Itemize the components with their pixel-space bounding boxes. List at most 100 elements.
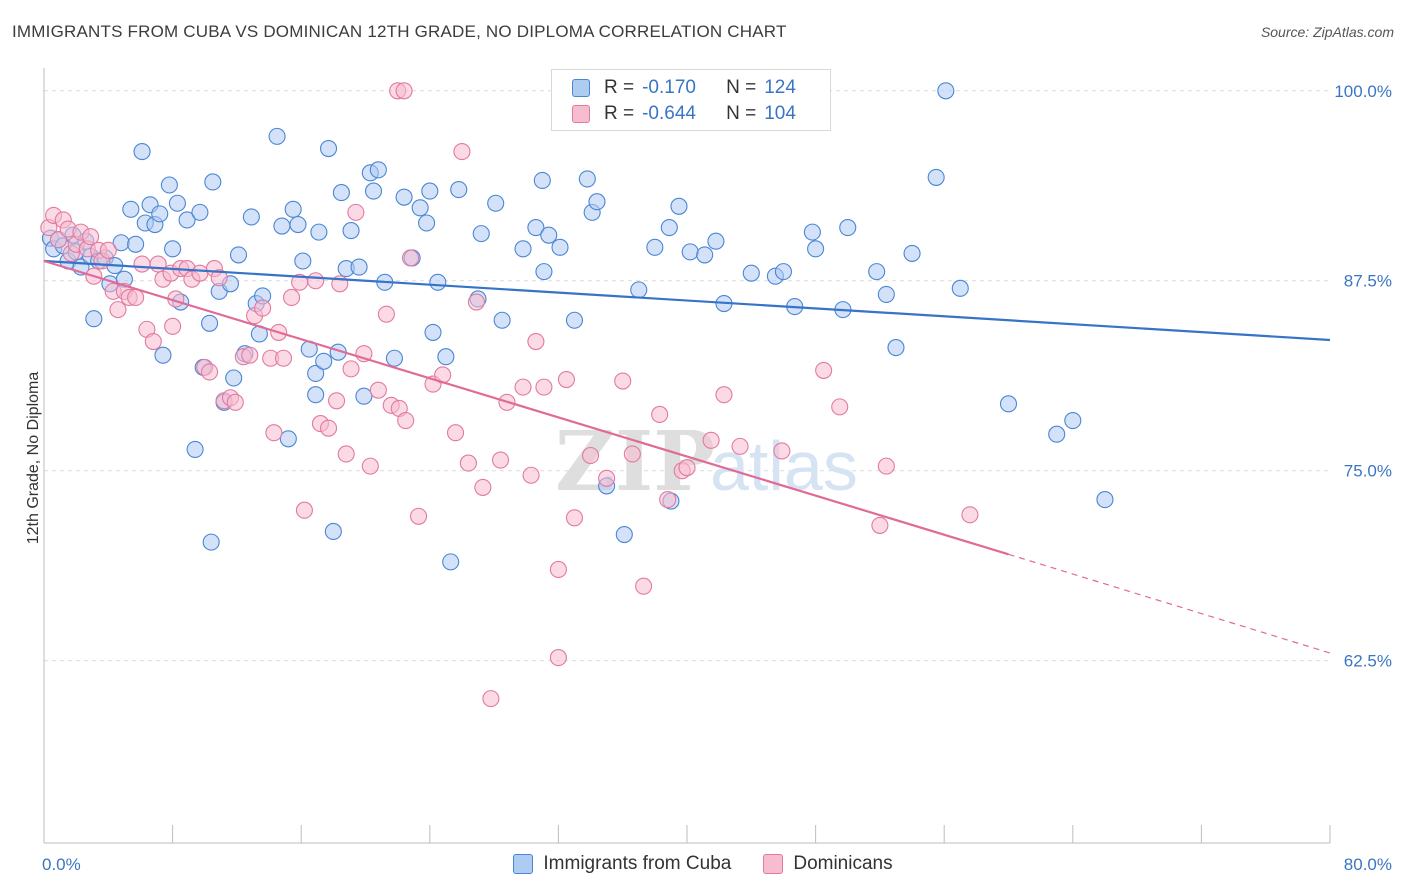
cuba-point bbox=[202, 533, 220, 551]
cuba-legend-swatch bbox=[513, 854, 534, 874]
dominicans-point bbox=[295, 501, 313, 519]
cuba-point bbox=[670, 197, 688, 215]
series-legend: Immigrants from Cuba Dominicans bbox=[0, 852, 1406, 876]
cuba-point bbox=[127, 235, 145, 253]
cuba-point bbox=[742, 264, 760, 282]
cuba-point bbox=[204, 173, 222, 191]
dominicans-point bbox=[361, 457, 379, 475]
stats-row-cuba: R = -0.170 N = 124 bbox=[572, 76, 796, 100]
cuba-point bbox=[707, 232, 725, 250]
cuba-point bbox=[342, 222, 360, 240]
dominicans-point bbox=[347, 203, 365, 221]
cuba-point bbox=[122, 200, 140, 218]
legend-label-cuba: Immigrants from Cuba bbox=[543, 853, 732, 874]
y-tick-label: 75.0% bbox=[1344, 462, 1392, 481]
dominicans-point bbox=[467, 293, 485, 311]
cuba-point bbox=[514, 240, 532, 258]
dominicans-point bbox=[226, 393, 244, 411]
cuba-point bbox=[1064, 411, 1082, 430]
dominicans-point bbox=[527, 332, 545, 351]
cuba-point bbox=[565, 311, 584, 329]
cuba-point bbox=[1048, 425, 1066, 443]
cuba-point bbox=[273, 217, 291, 235]
cuba-swatch bbox=[572, 79, 590, 97]
dominicans-point bbox=[549, 560, 567, 579]
r-label: R = bbox=[604, 103, 635, 124]
cuba-point bbox=[284, 200, 302, 218]
cuba-point bbox=[803, 223, 821, 241]
cuba-point bbox=[472, 225, 490, 243]
dominicans-point bbox=[871, 516, 889, 534]
dominicans-point bbox=[164, 317, 182, 335]
cuba-point bbox=[437, 348, 455, 366]
cuba-point bbox=[535, 263, 553, 281]
dominicans-point bbox=[210, 269, 228, 287]
dominicans-point bbox=[522, 466, 540, 484]
dominicans-point bbox=[815, 361, 833, 379]
legend-item-dominicans[interactable]: Dominicans bbox=[763, 853, 893, 875]
cuba-point bbox=[588, 193, 606, 211]
cuba-point bbox=[315, 352, 333, 370]
y-axis-label: 12th Grade, No Diploma bbox=[25, 372, 42, 545]
cuba-point bbox=[151, 205, 169, 223]
cuba-point bbox=[424, 323, 442, 341]
cuba-point bbox=[229, 246, 248, 264]
n-value: 104 bbox=[764, 103, 796, 124]
cuba-point bbox=[937, 82, 955, 100]
dominicans-point bbox=[491, 451, 510, 469]
cuba-point bbox=[540, 226, 558, 244]
tick-labels: 100.0% 87.5% 75.0% 62.5% 0.0% 80.0% bbox=[42, 82, 1392, 874]
cuba-point bbox=[418, 214, 436, 232]
cuba-point bbox=[429, 273, 447, 291]
cuba-point bbox=[279, 430, 297, 448]
dominicans-point bbox=[395, 82, 413, 100]
dominicans-point bbox=[274, 349, 293, 367]
cuba-point bbox=[868, 263, 886, 281]
cuba-point bbox=[242, 208, 260, 226]
cuba-point bbox=[493, 311, 511, 329]
cuba-point bbox=[191, 203, 209, 221]
cuba-point bbox=[533, 171, 551, 190]
cuba-point bbox=[903, 244, 921, 262]
cuba-point bbox=[630, 281, 648, 299]
dominicans-point bbox=[961, 506, 979, 524]
dominicans-point bbox=[49, 231, 68, 249]
y-tick-label: 62.5% bbox=[1344, 652, 1392, 671]
dominicans-point bbox=[535, 378, 553, 396]
dominicans-point bbox=[659, 491, 677, 509]
r-value: -0.170 bbox=[642, 77, 696, 98]
dominicans-point bbox=[283, 288, 301, 307]
dominicans-point bbox=[731, 437, 749, 455]
dominicans-point bbox=[377, 305, 395, 323]
cuba-point bbox=[551, 238, 569, 256]
n-value: 124 bbox=[764, 77, 796, 98]
dominicans-point bbox=[369, 381, 387, 399]
n-label: N = bbox=[726, 103, 757, 124]
x-tick-label: 0.0% bbox=[42, 855, 81, 874]
dominicans-point bbox=[715, 386, 733, 404]
dominicans-point bbox=[401, 249, 420, 267]
r-value: -0.644 bbox=[642, 103, 696, 124]
dominicans-point bbox=[702, 431, 720, 449]
cuba-point bbox=[369, 161, 387, 179]
watermark-atlas: atlas bbox=[710, 427, 858, 505]
dominicans-point bbox=[459, 454, 477, 472]
cuba-point bbox=[289, 215, 307, 234]
dominicans-point bbox=[254, 299, 272, 317]
dominicans-point bbox=[109, 301, 127, 319]
cuba-point bbox=[696, 246, 714, 264]
cuba-trend-line bbox=[43, 259, 1331, 342]
dominicans-point bbox=[201, 363, 219, 381]
legend-label-dominicans: Dominicans bbox=[793, 853, 893, 874]
cuba-point bbox=[225, 369, 243, 387]
legend-item-cuba[interactable]: Immigrants from Cuba bbox=[513, 853, 731, 875]
cuba-point bbox=[877, 285, 895, 303]
dominicans-point bbox=[319, 419, 338, 437]
stats-row-dominicans: R = -0.644 N = 104 bbox=[572, 102, 796, 126]
dominicans-point bbox=[127, 288, 145, 307]
dominicans-point bbox=[877, 457, 895, 475]
cuba-point bbox=[364, 182, 383, 200]
dominicans-point bbox=[678, 459, 696, 477]
cuba-point bbox=[442, 553, 460, 571]
dominicans-point bbox=[144, 332, 162, 351]
